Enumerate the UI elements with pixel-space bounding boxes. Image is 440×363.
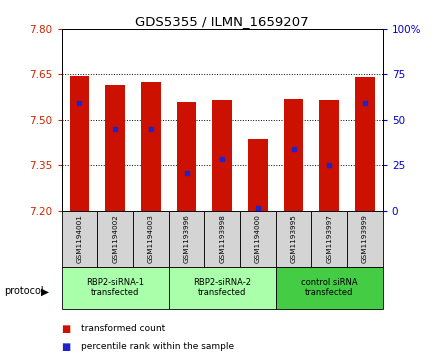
Bar bbox=[276, 267, 383, 309]
Bar bbox=[141, 82, 161, 211]
Text: ■: ■ bbox=[62, 323, 71, 334]
Bar bbox=[319, 100, 339, 211]
Bar bbox=[169, 211, 204, 267]
Text: GSM1193999: GSM1193999 bbox=[362, 214, 368, 263]
Bar bbox=[62, 211, 97, 267]
Bar bbox=[62, 267, 169, 309]
Text: GSM1194000: GSM1194000 bbox=[255, 214, 261, 263]
Text: control siRNA
transfected: control siRNA transfected bbox=[301, 278, 358, 297]
Bar bbox=[355, 77, 375, 211]
Bar bbox=[276, 211, 312, 267]
Text: GSM1194003: GSM1194003 bbox=[148, 214, 154, 263]
Bar bbox=[169, 267, 276, 309]
Bar bbox=[204, 211, 240, 267]
Text: RBP2-siRNA-1
transfected: RBP2-siRNA-1 transfected bbox=[86, 278, 144, 297]
Bar bbox=[240, 211, 276, 267]
Bar bbox=[284, 99, 304, 211]
Bar bbox=[105, 85, 125, 211]
Bar bbox=[248, 139, 268, 211]
Title: GDS5355 / ILMN_1659207: GDS5355 / ILMN_1659207 bbox=[136, 15, 309, 28]
Bar bbox=[177, 102, 196, 211]
Text: GSM1194002: GSM1194002 bbox=[112, 214, 118, 263]
Bar bbox=[347, 211, 383, 267]
Text: percentile rank within the sample: percentile rank within the sample bbox=[81, 342, 235, 351]
Text: GSM1194001: GSM1194001 bbox=[77, 214, 82, 263]
Bar bbox=[133, 211, 169, 267]
Text: protocol: protocol bbox=[4, 286, 44, 297]
Bar bbox=[213, 100, 232, 211]
Text: RBP2-siRNA-2
transfected: RBP2-siRNA-2 transfected bbox=[193, 278, 251, 297]
Bar bbox=[312, 211, 347, 267]
Text: GSM1193998: GSM1193998 bbox=[219, 214, 225, 263]
Text: GSM1193997: GSM1193997 bbox=[326, 214, 332, 263]
Text: ▶: ▶ bbox=[41, 286, 49, 297]
Text: GSM1193996: GSM1193996 bbox=[183, 214, 190, 263]
Text: ■: ■ bbox=[62, 342, 71, 352]
Bar bbox=[97, 211, 133, 267]
Text: GSM1193995: GSM1193995 bbox=[290, 214, 297, 263]
Text: transformed count: transformed count bbox=[81, 324, 165, 333]
Bar bbox=[70, 76, 89, 211]
